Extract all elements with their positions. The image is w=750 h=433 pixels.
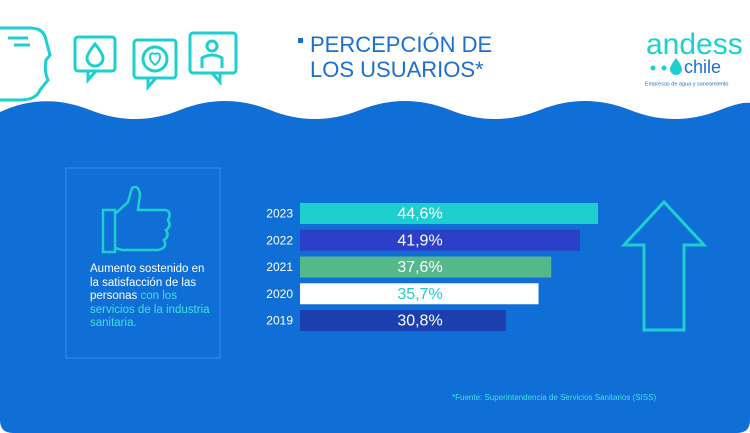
y-tick-label: 2020 [266,287,293,301]
title-bullet [298,38,303,43]
y-tick-label: 2022 [266,233,293,247]
value-label: 35,7% [397,286,442,303]
value-label: 41,9% [397,232,442,249]
logo-dot [650,65,656,71]
logo-dot [661,65,667,71]
note-text: Aumento sostenido en la satisfacción de … [90,263,212,331]
value-label: 30,8% [397,313,442,330]
note-box [65,167,221,359]
title: PERCEPCIÓN DE [310,32,492,57]
bar [300,229,580,251]
bar [300,203,598,224]
title: LOS USUARIOS* [310,57,484,82]
note-highlight: con los servicios de la industria sanita… [90,290,210,329]
value-label: 37,6% [397,259,442,276]
thumbs-up-icon [101,185,171,254]
bar [300,256,552,278]
up-arrow [620,199,708,332]
source: *Fuente: Superintendencia de Servicios S… [452,393,656,402]
heart-icon [148,52,162,67]
logo-country: chile [684,57,721,77]
logo-name: andess [646,28,743,61]
y-tick-label: 2019 [266,314,293,328]
value-label: 44,6% [397,206,442,223]
bar [300,283,539,305]
bar [300,310,506,331]
note: Aumento sostenido en la satisfacción de … [90,263,205,302]
logo-tagline: Empresas de agua y saneamiento [645,81,728,87]
logo-drop [670,58,682,75]
header-icons [0,26,238,102]
y-tick-label: 2023 [266,207,293,221]
y-tick-label: 2021 [266,260,293,274]
